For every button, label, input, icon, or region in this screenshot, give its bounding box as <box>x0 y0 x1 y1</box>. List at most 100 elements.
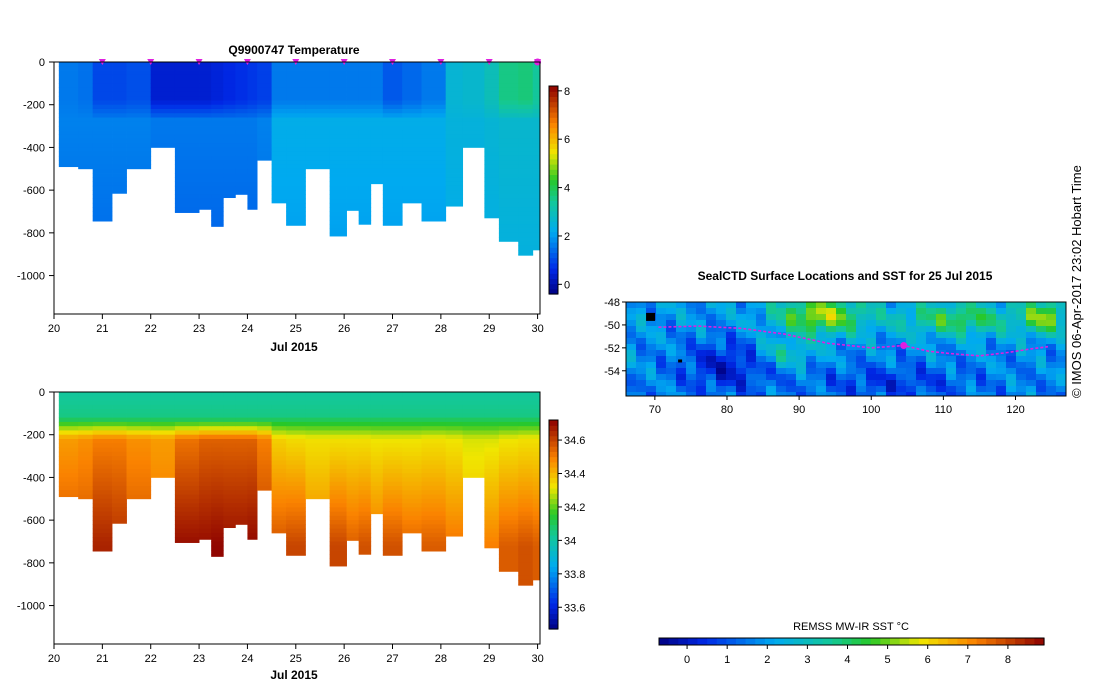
sst-cell <box>1056 302 1067 309</box>
salinity-cell <box>112 451 127 457</box>
temperature-cell <box>370 151 384 157</box>
sst-cell <box>676 350 687 357</box>
salinity-cell <box>211 537 224 542</box>
sst-cell <box>806 368 817 375</box>
sst-cell <box>916 350 927 357</box>
temperature-cell <box>462 138 485 144</box>
sst-cell <box>866 392 877 397</box>
salinity-cell <box>199 515 212 521</box>
salinity-cell <box>346 532 360 538</box>
salinity-cell <box>346 447 360 453</box>
salinity-cell <box>518 404 534 410</box>
salinity-colorbar-segment <box>549 430 558 437</box>
temperature-cell <box>78 160 94 165</box>
sst-cell <box>956 332 967 339</box>
temperature-cell <box>305 138 331 144</box>
salinity-cell <box>518 579 534 585</box>
sst-cell <box>936 368 947 375</box>
salinity-cell <box>484 392 500 397</box>
salinity-cell <box>174 511 200 517</box>
sst-cell <box>1006 314 1017 321</box>
sst-cell <box>796 332 807 339</box>
sst-cell <box>636 314 647 321</box>
sst-cell <box>976 386 987 393</box>
temperature-x-label: Jul 2015 <box>270 340 318 354</box>
salinity-cell <box>346 413 360 419</box>
sst-cell <box>966 332 977 339</box>
temperature-cell <box>518 96 534 101</box>
salinity-cell <box>211 468 224 474</box>
salinity-cell <box>484 511 500 517</box>
salinity-cell <box>58 417 79 423</box>
temperature-cell <box>199 104 212 110</box>
salinity-cell <box>462 460 485 466</box>
salinity-cell <box>370 451 384 457</box>
sst-cell <box>986 302 997 309</box>
salinity-cell <box>346 528 360 534</box>
salinity-cell <box>370 494 384 500</box>
salinity-cell <box>484 545 500 549</box>
sst-cell <box>756 308 767 315</box>
temperature-cell <box>498 177 519 182</box>
temperature-cell <box>382 224 403 226</box>
temperature-colorbar-segment <box>549 288 558 295</box>
temperature-cell <box>58 96 79 101</box>
temperature-cell <box>112 168 127 174</box>
temperature-cell <box>462 66 485 71</box>
sst-cell <box>996 338 1007 345</box>
salinity-cell <box>402 421 422 427</box>
sst-cell <box>816 314 827 321</box>
temperature-cell <box>498 224 519 229</box>
sst-cell <box>756 332 767 339</box>
salinity-cell <box>532 562 541 568</box>
salinity-cell <box>382 396 403 401</box>
sst-cell <box>856 302 867 309</box>
sst-cell <box>766 302 777 309</box>
temperature-cell <box>346 108 360 114</box>
temperature-cell <box>112 108 127 114</box>
sst-cell <box>1016 326 1027 333</box>
sst-cell <box>696 356 707 363</box>
sst-cell <box>796 362 807 369</box>
temperature-xtick-label: 30 <box>531 323 543 335</box>
temperature-xtick-label: 27 <box>386 323 398 335</box>
sst-cell <box>696 314 707 321</box>
temperature-cell <box>484 87 500 93</box>
salinity-cell <box>150 404 176 410</box>
salinity-cell <box>305 400 331 406</box>
temperature-cell <box>211 190 224 195</box>
sst-cell <box>646 386 657 393</box>
temperature-cell <box>58 164 79 168</box>
sst-cell <box>646 302 657 309</box>
sst-cell <box>1046 320 1057 327</box>
salinity-cell <box>498 494 519 500</box>
salinity-cell <box>421 464 447 470</box>
temperature-cell <box>235 62 248 67</box>
salinity-cell <box>247 417 258 423</box>
salinity-cell <box>358 396 372 401</box>
salinity-cell <box>286 537 306 542</box>
sst-cell <box>916 362 927 369</box>
temperature-cell <box>126 121 152 127</box>
temperature-cell <box>462 104 485 110</box>
temperature-cell <box>382 134 403 140</box>
sst-cell <box>656 332 667 339</box>
salinity-cell <box>112 400 127 406</box>
temperature-cell <box>484 74 500 80</box>
temperature-cell <box>518 211 534 217</box>
temperature-cell <box>518 173 534 178</box>
temperature-cell <box>305 83 331 89</box>
sst-cell <box>856 320 867 327</box>
temperature-cell <box>346 126 360 131</box>
sst-cell <box>1046 326 1057 333</box>
temperature-cell <box>358 138 372 144</box>
sst-cell <box>906 332 917 339</box>
temperature-colorbar-segment <box>549 143 558 149</box>
salinity-cell <box>92 528 113 534</box>
salinity-cell <box>257 409 273 414</box>
salinity-cell <box>78 485 94 491</box>
sst-cell <box>816 302 827 309</box>
temperature-cell <box>58 160 79 165</box>
temperature-cell <box>402 185 422 191</box>
sst-cell <box>856 308 867 315</box>
